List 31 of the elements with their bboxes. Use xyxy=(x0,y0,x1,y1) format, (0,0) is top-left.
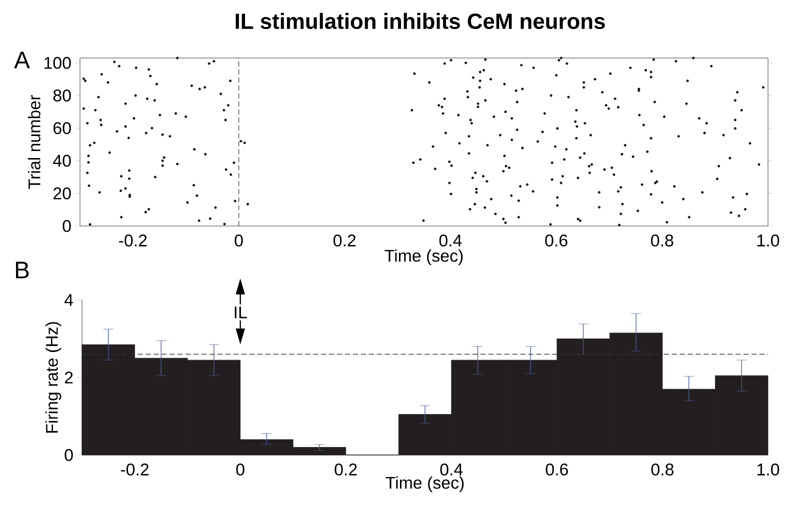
x-tick-label: 0.4 xyxy=(439,234,462,246)
y-tick-label: 2 xyxy=(64,372,73,384)
x-tick-label: 0 xyxy=(234,234,243,246)
y-axis-title: Firing rate (Hz) xyxy=(45,322,62,433)
x-axis-title: Time (sec) xyxy=(384,249,463,266)
x-tick-label: 0 xyxy=(236,464,244,476)
x-tick-label: 0.4 xyxy=(440,464,463,476)
chart-title: IL stimulation inhibits CeM neurons xyxy=(236,12,605,30)
text: A xyxy=(14,52,30,68)
x-tick-label: -0.2 xyxy=(120,464,149,476)
y-tick-label: 60 xyxy=(54,122,71,134)
x-tick-label: 0.6 xyxy=(546,464,568,476)
y-tick-label: 0 xyxy=(62,220,71,232)
x-tick-label: 0.8 xyxy=(651,464,674,476)
x-tick-label: 0.6 xyxy=(545,234,568,246)
x-tick-label: 0.8 xyxy=(651,234,674,246)
y-tick-label: 4 xyxy=(64,294,74,306)
x-tick-label: 0.2 xyxy=(334,234,356,246)
x-axis-title: Time (sec) xyxy=(386,476,464,492)
x-tick-label: 1.0 xyxy=(758,464,780,476)
y-axis-title: Trial number xyxy=(28,95,40,189)
y-tick-label: 0 xyxy=(64,449,73,461)
y-tick-label: 40 xyxy=(53,154,71,167)
y-tick-label: 80 xyxy=(53,90,71,102)
text: B xyxy=(16,262,29,278)
x-tick-label: 1.0 xyxy=(758,234,780,246)
y-tick-label: 20 xyxy=(54,187,71,200)
y-tick-label: 100 xyxy=(44,56,71,69)
annotation: IL xyxy=(234,306,247,318)
x-tick-label: 0.2 xyxy=(334,464,357,476)
x-tick-label: -0.2 xyxy=(119,234,147,246)
